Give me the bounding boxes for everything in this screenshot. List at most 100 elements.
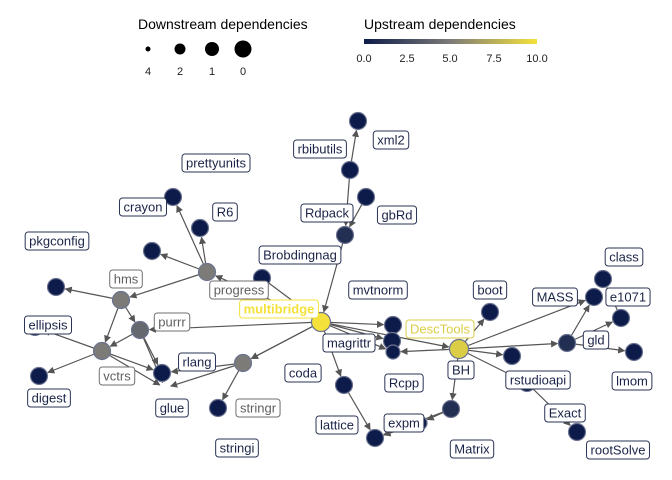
- node-gld-label[interactable]: gld: [582, 330, 610, 350]
- dependency-edge: [64, 286, 122, 301]
- label-text: prettyunits: [186, 156, 246, 171]
- node-mass-label[interactable]: MASS: [532, 287, 578, 307]
- label-box: [24, 231, 90, 251]
- node-boot-label[interactable]: boot: [472, 280, 508, 300]
- node-matrix-label[interactable]: Matrix: [449, 439, 495, 459]
- node-class-label[interactable]: class: [604, 247, 644, 267]
- node-vctrs-label[interactable]: vctrs: [98, 366, 136, 386]
- node-rdpack-label[interactable]: Rdpack: [300, 203, 354, 223]
- node-bh-label[interactable]: BH: [447, 360, 475, 380]
- node-e1071-circle[interactable]: [611, 308, 631, 328]
- node-stringr-circle[interactable]: [233, 353, 253, 373]
- legend-color-tick: 0.0: [356, 53, 371, 65]
- label-text: mvtnorm: [353, 283, 404, 298]
- node-boot-circle[interactable]: [480, 302, 500, 322]
- node-stringi-circle[interactable]: [208, 398, 228, 418]
- label-box: [449, 439, 495, 459]
- node-stringr-label[interactable]: stringr: [235, 398, 281, 418]
- legend-size-dot-0: [234, 40, 252, 58]
- node-pkgconfig-circle[interactable]: [46, 277, 66, 297]
- node-purrr-circle[interactable]: [130, 320, 150, 340]
- node-mvtnorm-label[interactable]: mvtnorm: [348, 280, 408, 300]
- node-hms-label[interactable]: hms: [109, 269, 143, 289]
- label-text: purrr: [158, 315, 186, 330]
- node-hms-circle[interactable]: [111, 290, 131, 310]
- label-box: [586, 440, 650, 460]
- node-lmom-label[interactable]: lmom: [611, 371, 653, 391]
- label-text: class: [609, 250, 639, 265]
- node-progress-label[interactable]: progress: [209, 280, 269, 300]
- label-box: [611, 371, 653, 391]
- node-exact-label[interactable]: Exact: [544, 403, 586, 423]
- node-glue-label[interactable]: glue: [155, 398, 189, 418]
- dependency-edge: [250, 321, 322, 360]
- label-box: [239, 299, 319, 319]
- node-r6-label[interactable]: R6: [212, 202, 238, 222]
- node-rstudioapi-circle[interactable]: [502, 346, 522, 366]
- node-desctools-circle[interactable]: [448, 338, 470, 360]
- node-desctools-label[interactable]: DescTools: [405, 319, 475, 339]
- label-text: pkgconfig: [29, 234, 85, 249]
- node-brobdingnag-label[interactable]: Brobdingnag: [258, 245, 342, 265]
- node-digest-label[interactable]: digest: [27, 388, 71, 408]
- node-rootsolve-label[interactable]: rootSolve: [586, 440, 650, 460]
- node-ellipsis-label[interactable]: ellipsis: [23, 315, 73, 335]
- node-rlang-circle[interactable]: [152, 363, 172, 383]
- node-multibridge-label[interactable]: multibridge: [239, 299, 319, 319]
- dependency-edge: [322, 234, 346, 313]
- node-lmom-circle[interactable]: [624, 342, 644, 362]
- node-rbibutils-label[interactable]: rbibutils: [293, 139, 347, 159]
- label-box: [235, 398, 281, 418]
- node-rootsolve-circle[interactable]: [567, 422, 587, 442]
- label-text: R6: [217, 205, 234, 220]
- label-box: [447, 360, 475, 380]
- node-prettyunits-label[interactable]: prettyunits: [181, 153, 251, 173]
- legend-size-dot-2: [174, 43, 186, 55]
- node-mass-circle[interactable]: [584, 287, 604, 307]
- node-matrix-circle[interactable]: [441, 399, 461, 419]
- node-purrr-label[interactable]: purrr: [153, 312, 191, 332]
- node-magrittr-label[interactable]: magrittr: [322, 333, 376, 353]
- node-xml2-circle[interactable]: [348, 111, 368, 131]
- label-text: multibridge: [244, 302, 315, 317]
- node-gbrd-label[interactable]: gbRd: [376, 205, 418, 225]
- node-mvtnorm-circle[interactable]: [383, 315, 403, 335]
- node-gbrd-circle[interactable]: [356, 187, 376, 207]
- node-e1071-label[interactable]: e1071: [605, 287, 651, 307]
- node-progress-circle[interactable]: [197, 262, 217, 282]
- label-text: glue: [160, 401, 185, 416]
- legend-upstream-title: Upstream dependencies: [364, 16, 516, 32]
- node-crayon-circle[interactable]: [142, 241, 162, 261]
- node-prettyunits-circle[interactable]: [163, 187, 183, 207]
- label-box: [155, 398, 189, 418]
- node-gld-circle[interactable]: [557, 333, 577, 353]
- label-text: digest: [32, 391, 67, 406]
- node-pkgconfig-label[interactable]: pkgconfig: [24, 231, 90, 251]
- node-digest-circle[interactable]: [29, 366, 49, 386]
- node-crayon-label[interactable]: crayon: [118, 197, 168, 217]
- node-vctrs-circle[interactable]: [92, 341, 112, 361]
- node-rlang-label[interactable]: rlang: [178, 352, 216, 372]
- label-box: [544, 403, 586, 423]
- node-rcpp-label[interactable]: Rcpp: [384, 373, 424, 393]
- node-r6-circle[interactable]: [190, 218, 210, 238]
- node-coda-label[interactable]: coda: [284, 363, 322, 383]
- label-text: crayon: [123, 200, 162, 215]
- node-rbibutils-circle[interactable]: [340, 160, 360, 180]
- label-text: rootSolve: [591, 443, 646, 458]
- node-lattice-circle[interactable]: [365, 428, 385, 448]
- node-xml2-label[interactable]: xml2: [372, 130, 410, 150]
- node-stringi-label[interactable]: stringi: [215, 438, 259, 458]
- label-box: [505, 370, 571, 390]
- label-text: ellipsis: [28, 318, 68, 333]
- node-class-circle[interactable]: [593, 269, 613, 289]
- legend-upstream: Upstream dependencies 0.0 2.5 5.0 7.5 10…: [356, 16, 547, 65]
- node-lattice-label[interactable]: lattice: [315, 415, 359, 435]
- legend-color-tick: 10.0: [526, 53, 547, 65]
- node-rstudioapi-label[interactable]: rstudioapi: [505, 370, 571, 390]
- node-expm-label[interactable]: expm: [383, 413, 425, 433]
- label-box: [109, 269, 143, 289]
- node-coda-circle[interactable]: [334, 375, 354, 395]
- node-rcpp-circle[interactable]: [385, 344, 401, 360]
- node-rdpack-circle[interactable]: [335, 225, 355, 245]
